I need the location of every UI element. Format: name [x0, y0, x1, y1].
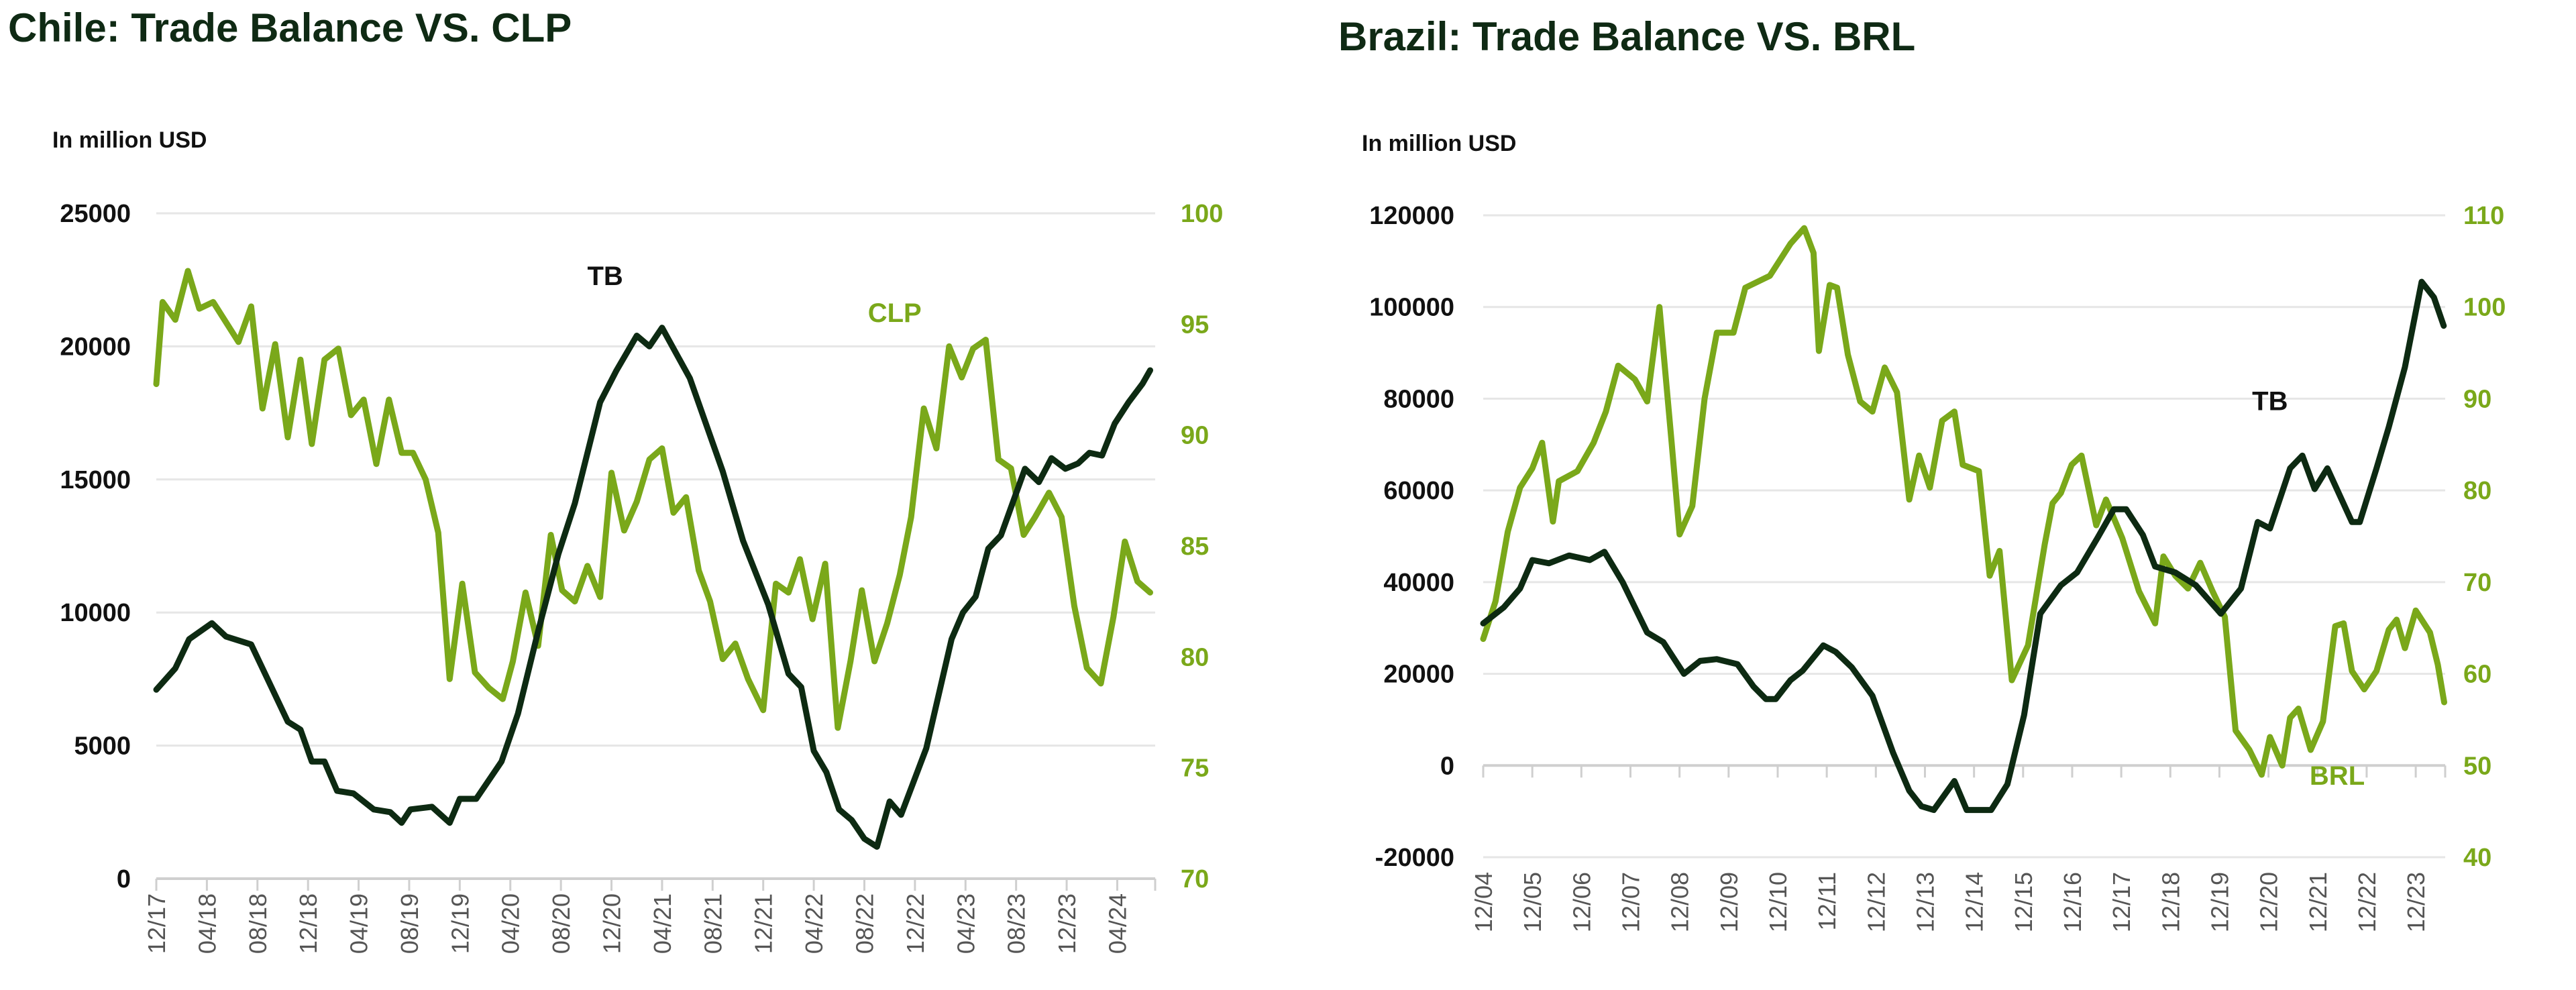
x-tick-label: 12/15 — [2010, 872, 2037, 932]
y2-tick-label: 110 — [2463, 202, 2504, 230]
x-tick-label: 12/19 — [446, 893, 474, 954]
chart-title: Chile: Trade Balance VS. CLP — [8, 5, 572, 50]
y2-tick-label: 100 — [1181, 200, 1223, 228]
x-tick-label: 04/21 — [649, 893, 676, 954]
y2-tick-label: 100 — [2463, 294, 2506, 322]
x-tick-label: 12/17 — [143, 893, 170, 954]
y-tick-label: 5000 — [74, 732, 131, 761]
x-tick-label: 12/06 — [1568, 872, 1595, 932]
chile-chart: Chile: Trade Balance VS. CLP In million … — [8, 5, 1223, 954]
y2-tick-label: 40 — [2463, 844, 2491, 872]
x-tick-label: 12/10 — [1764, 872, 1792, 932]
x-tick-label: 08/20 — [547, 893, 575, 954]
series-line-tb — [153, 325, 1153, 850]
y-tick-label: 120000 — [1369, 202, 1454, 230]
x-tick-label: 12/14 — [1961, 872, 1988, 932]
x-tick-label: 12/16 — [2059, 872, 2086, 932]
x-tick-label: 12/08 — [1666, 872, 1694, 932]
y2-tick-label: 50 — [2463, 752, 2491, 780]
brazil-chart: Brazil: Trade Balance VS. BRL In million… — [1338, 14, 2506, 932]
x-tick-label: 12/22 — [902, 893, 929, 954]
x-tick-label: 08/18 — [244, 893, 272, 954]
x-tick-label: 12/13 — [1911, 872, 1939, 932]
x-tick-label: 12/23 — [2402, 872, 2430, 932]
y-tick-label: 10000 — [60, 599, 131, 627]
y-tick-label: 0 — [1440, 752, 1454, 780]
y-tick-label: 0 — [117, 865, 131, 893]
y2-tick-label: 75 — [1181, 755, 1209, 783]
x-tick-label: 04/23 — [952, 893, 979, 954]
x-tick-label: 12/23 — [1053, 893, 1081, 954]
x-tick-label: 08/21 — [699, 893, 727, 954]
series-line-brl — [1480, 225, 2447, 778]
x-tick-label: 12/21 — [750, 893, 777, 954]
x-tick-label: 12/11 — [1813, 872, 1841, 930]
x-tick-label: 12/20 — [598, 893, 626, 954]
x-tick-label: 12/19 — [2206, 872, 2233, 932]
y2-tick-label: 70 — [1181, 865, 1209, 893]
y2-tick-label: 90 — [2463, 385, 2491, 413]
x-tick-label: 12/22 — [2353, 872, 2381, 932]
y-axis-label: In million USD — [1362, 131, 1516, 156]
x-tick-label: 04/22 — [800, 893, 828, 954]
x-tick-label: 12/09 — [1715, 872, 1743, 932]
x-tick-label: 12/18 — [2157, 872, 2184, 932]
x-tick-label: 12/17 — [2108, 872, 2135, 932]
x-tick-label: 04/18 — [193, 893, 221, 954]
x-tick-label: 12/21 — [2304, 872, 2332, 932]
x-tick-label: 08/23 — [1003, 893, 1030, 954]
x-tick-label: 12/07 — [1617, 872, 1644, 932]
y-tick-label: 25000 — [60, 200, 131, 228]
x-tick-label: 04/20 — [497, 893, 525, 954]
y2-tick-label: 90 — [1181, 422, 1209, 450]
y-tick-label: -20000 — [1375, 844, 1454, 872]
series-label-clp: CLP — [868, 298, 922, 328]
y2-tick-label: 85 — [1181, 533, 1209, 561]
x-tick-label: 04/19 — [345, 893, 373, 954]
y-tick-label: 60000 — [1383, 477, 1454, 505]
y-tick-label: 15000 — [60, 466, 131, 494]
y2-tick-label: 95 — [1181, 311, 1209, 339]
series-label-tb: TB — [587, 262, 623, 291]
series-line-clp — [153, 268, 1153, 731]
y-tick-label: 80000 — [1383, 385, 1454, 413]
x-tick-label: 08/22 — [851, 893, 878, 954]
x-tick-label: 12/20 — [2255, 872, 2283, 932]
x-tick-label: 12/04 — [1470, 872, 1497, 932]
x-tick-label: 12/18 — [294, 893, 322, 954]
y2-tick-label: 80 — [2463, 477, 2491, 505]
y-tick-label: 100000 — [1369, 294, 1454, 322]
y-axis-label: In million USD — [52, 127, 207, 153]
series-label-brl: BRL — [2310, 761, 2365, 791]
series-line-tb — [1480, 278, 2447, 814]
x-tick-label: 12/12 — [1862, 872, 1890, 932]
y-tick-label: 20000 — [60, 333, 131, 361]
x-tick-label: 12/05 — [1519, 872, 1546, 932]
y2-tick-label: 70 — [2463, 569, 2491, 597]
x-tick-label: 08/19 — [396, 893, 423, 954]
y-tick-label: 20000 — [1383, 661, 1454, 689]
y2-tick-label: 60 — [2463, 661, 2491, 689]
chart-title: Brazil: Trade Balance VS. BRL — [1338, 14, 1915, 59]
y-tick-label: 40000 — [1383, 569, 1454, 597]
y2-tick-label: 80 — [1181, 643, 1209, 671]
x-tick-label: 04/24 — [1104, 893, 1131, 954]
series-label-tb: TB — [2252, 387, 2288, 417]
